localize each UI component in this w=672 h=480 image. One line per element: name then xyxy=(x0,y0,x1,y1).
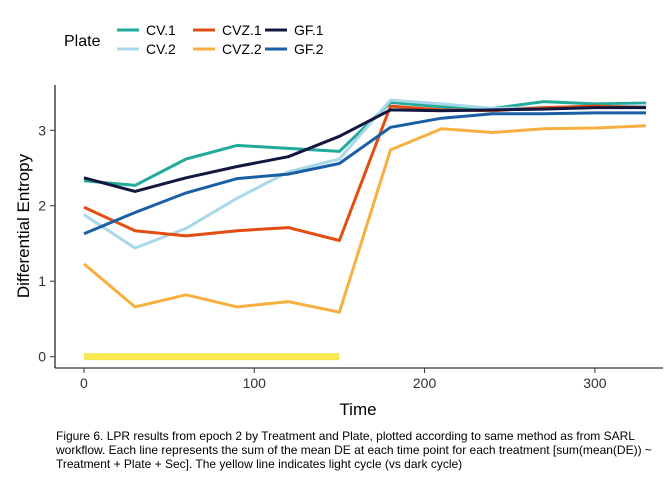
legend-item-cv-1: CV.1 xyxy=(117,22,176,38)
legend-label: CVZ.2 xyxy=(222,41,262,57)
legend-item-gf-1: GF.1 xyxy=(265,22,324,38)
legend-label: GF.1 xyxy=(294,22,324,38)
x-tick-label: 200 xyxy=(413,375,437,391)
legend-item-gf-2: GF.2 xyxy=(265,41,324,57)
legend-title: Plate xyxy=(64,33,101,50)
legend-item-cv-2: CV.2 xyxy=(117,41,176,57)
legend-label: CV.2 xyxy=(146,41,176,57)
y-axis-title: Differential Entropy xyxy=(14,153,33,298)
y-tick-label: 1 xyxy=(38,273,46,289)
legend-label: CVZ.1 xyxy=(222,22,262,38)
x-tick-label: 0 xyxy=(80,375,88,391)
legend: Plate CV.1 CV.2 CVZ.1 CVZ.2 GF.1 GF.2 xyxy=(64,22,324,57)
y-tick-label: 0 xyxy=(38,349,46,365)
series-line-cv-1 xyxy=(83,100,647,187)
y-tick-label: 3 xyxy=(38,122,46,138)
legend-item-cvz-1: CVZ.1 xyxy=(193,22,262,38)
x-tick-label: 100 xyxy=(243,375,267,391)
y-tick-label: 2 xyxy=(38,198,46,214)
series-line-cvz-2 xyxy=(83,124,647,314)
legend-item-cvz-2: CVZ.2 xyxy=(193,41,262,57)
legend-label: GF.2 xyxy=(294,41,324,57)
plot-area xyxy=(83,98,647,361)
x-tick-label: 300 xyxy=(583,375,607,391)
series-line-gf-1 xyxy=(83,106,646,193)
series-line-gf-2 xyxy=(83,111,646,236)
x-axis-title: Time xyxy=(339,400,376,419)
legend-label: CV.1 xyxy=(146,22,176,38)
figure-caption: Figure 6. LPR results from epoch 2 by Tr… xyxy=(56,429,652,471)
axes: 0 100 200 300 0 1 2 3 xyxy=(38,85,663,391)
